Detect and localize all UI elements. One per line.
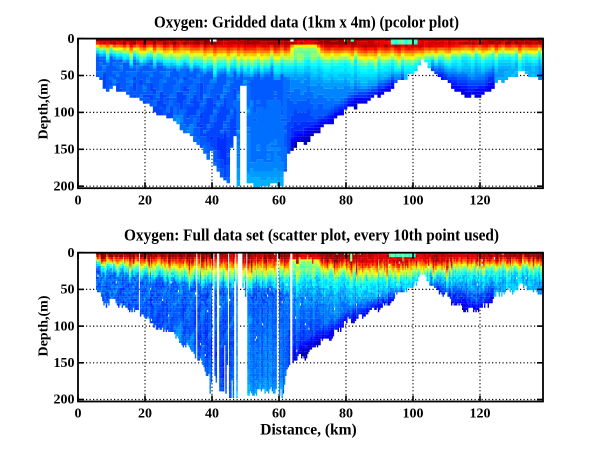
svg-text:100: 100 <box>403 407 424 422</box>
svg-text:120: 120 <box>470 407 491 422</box>
svg-text:0: 0 <box>75 407 82 422</box>
svg-text:60: 60 <box>272 194 286 209</box>
svg-text:40: 40 <box>205 194 219 209</box>
svg-text:40: 40 <box>205 407 219 422</box>
svg-text:Oxygen: Full data set (scatter: Oxygen: Full data set (scatter plot, eve… <box>124 225 499 244</box>
svg-text:50: 50 <box>61 283 75 298</box>
svg-text:Depth,(m): Depth,(m) <box>37 295 52 356</box>
svg-text:0: 0 <box>68 32 75 47</box>
svg-text:Oxygen: Gridded data (1km x 4m: Oxygen: Gridded data (1km x 4m) (pcolor … <box>154 12 459 31</box>
svg-text:200: 200 <box>54 393 75 408</box>
svg-text:60: 60 <box>272 407 286 422</box>
svg-text:0: 0 <box>68 246 75 261</box>
svg-text:80: 80 <box>339 407 353 422</box>
svg-text:100: 100 <box>54 106 75 121</box>
svg-text:150: 150 <box>54 356 75 371</box>
svg-text:100: 100 <box>403 194 424 209</box>
svg-text:80: 80 <box>339 194 353 209</box>
svg-text:Distance, (km): Distance, (km) <box>260 422 356 439</box>
svg-text:0: 0 <box>75 194 82 209</box>
svg-text:100: 100 <box>54 319 75 334</box>
svg-text:50: 50 <box>61 69 75 84</box>
svg-text:120: 120 <box>470 194 491 209</box>
svg-text:Depth,(m): Depth,(m) <box>37 78 52 139</box>
svg-text:150: 150 <box>54 143 75 158</box>
svg-text:20: 20 <box>138 407 152 422</box>
svg-text:200: 200 <box>54 179 75 194</box>
svg-text:20: 20 <box>138 194 152 209</box>
